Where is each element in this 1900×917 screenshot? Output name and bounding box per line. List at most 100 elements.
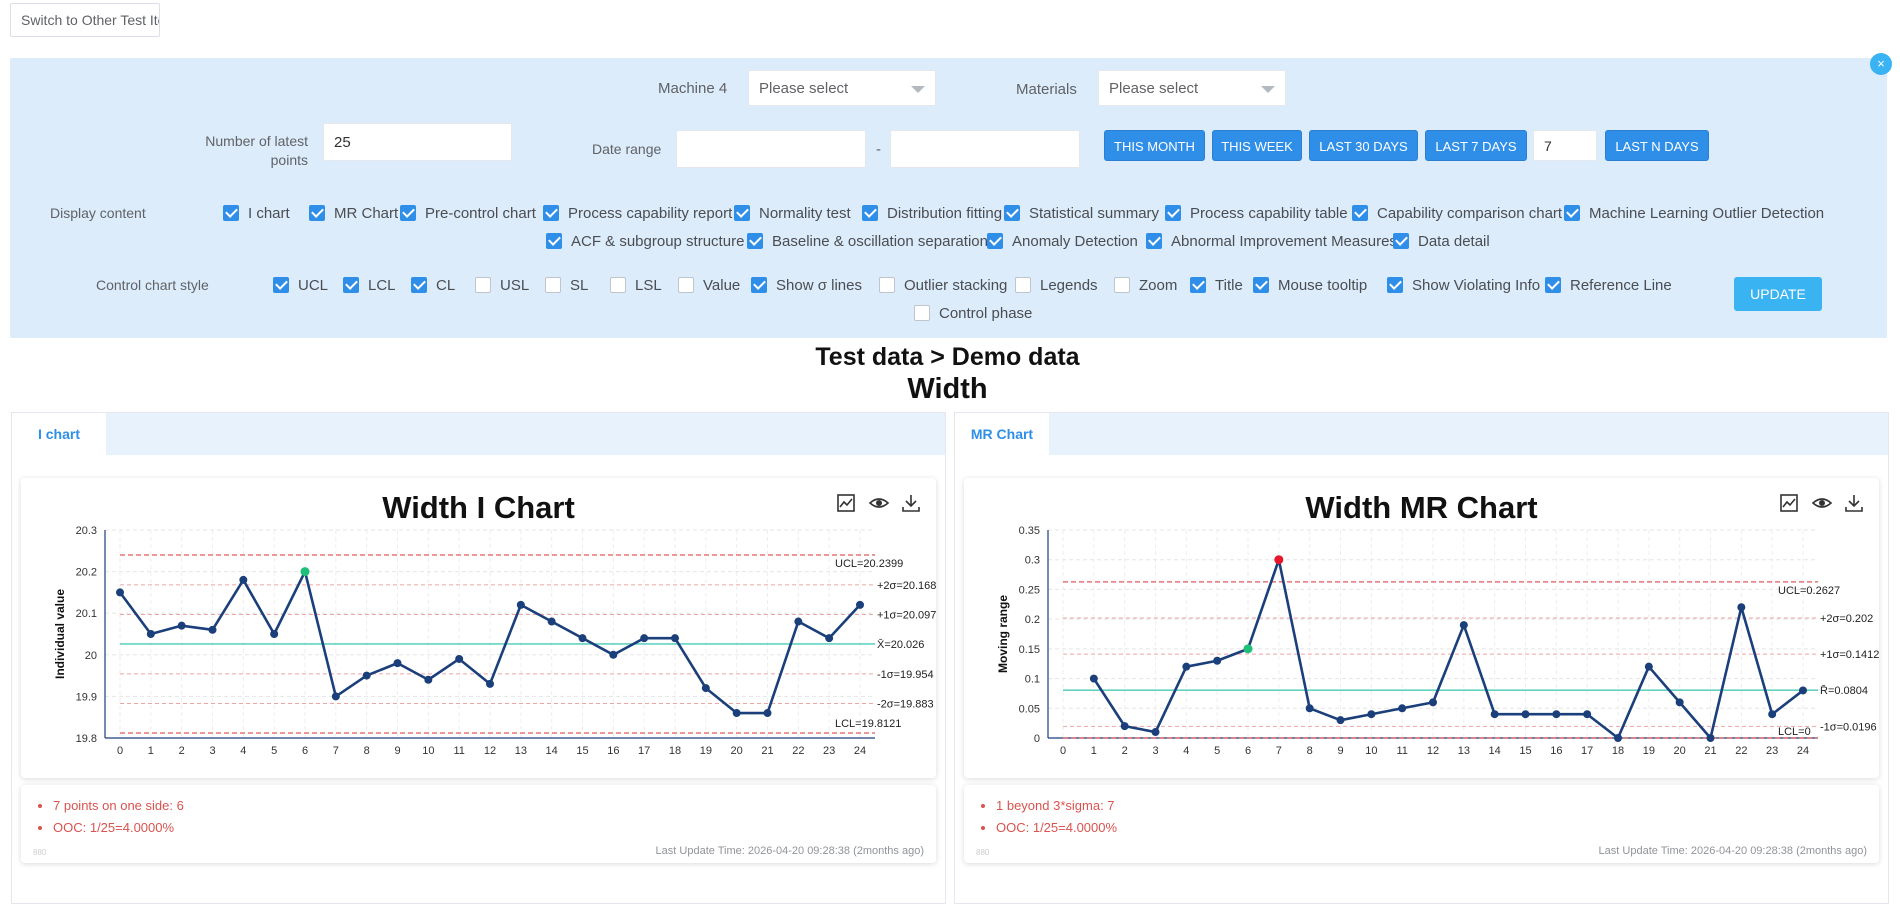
checkbox-unchecked-icon[interactable] <box>914 305 930 321</box>
switch-test-item-button[interactable]: Switch to Other Test Items <box>10 3 160 37</box>
checkbox-style-0[interactable]: UCL <box>273 277 328 297</box>
machine-select[interactable]: Please select <box>748 70 936 106</box>
eye-icon[interactable] <box>1811 492 1833 514</box>
checkbox-unchecked-icon[interactable] <box>678 277 694 293</box>
checkbox-style-11[interactable]: Title <box>1190 277 1243 297</box>
checkbox-checked-icon[interactable] <box>1545 277 1561 293</box>
checkbox-checked-icon[interactable] <box>734 205 750 221</box>
checkbox-label: Title <box>1215 277 1243 294</box>
checkbox-display-11[interactable]: Baseline & oscillation separation <box>747 233 988 253</box>
checkbox-style-2[interactable]: CL <box>411 277 455 297</box>
checkbox-checked-icon[interactable] <box>223 205 239 221</box>
checkbox-checked-icon[interactable] <box>1564 205 1580 221</box>
materials-select[interactable]: Please select <box>1098 70 1286 106</box>
checkbox-checked-icon[interactable] <box>1165 205 1181 221</box>
checkbox-checked-icon[interactable] <box>862 205 878 221</box>
checkbox-unchecked-icon[interactable] <box>1015 277 1031 293</box>
update-button[interactable]: UPDATE <box>1734 277 1822 311</box>
checkbox-style-1[interactable]: LCL <box>343 277 396 297</box>
checkbox-style-5[interactable]: LSL <box>610 277 662 297</box>
tab-mr-chart[interactable]: MR Chart <box>955 413 1049 455</box>
checkbox-checked-icon[interactable] <box>343 277 359 293</box>
checkbox-checked-icon[interactable] <box>411 277 427 293</box>
checkbox-display-3[interactable]: Process capability report <box>543 205 732 225</box>
this-month-button[interactable]: THIS MONTH <box>1104 130 1205 161</box>
checkbox-display-14[interactable]: Data detail <box>1393 233 1490 253</box>
checkbox-unchecked-icon[interactable] <box>610 277 626 293</box>
checkbox-label: Normality test <box>759 205 851 222</box>
series-line <box>1092 558 1804 740</box>
checkbox-display-1[interactable]: MR Chart <box>309 205 398 225</box>
data-point <box>1490 710 1499 719</box>
checkbox-checked-icon[interactable] <box>1004 205 1020 221</box>
x-tick-label: 22 <box>1735 745 1747 757</box>
checkbox-display-9[interactable]: Machine Learning Outlier Detection <box>1564 205 1824 225</box>
close-filter-button[interactable]: × <box>1870 53 1892 75</box>
checkbox-style-13[interactable]: Show Violating Info <box>1387 277 1540 297</box>
checkbox-checked-icon[interactable] <box>751 277 767 293</box>
ref-line-label: UCL=0.2627 <box>1778 585 1840 597</box>
checkbox-checked-icon[interactable] <box>309 205 325 221</box>
checkbox-checked-icon[interactable] <box>1146 233 1162 249</box>
checkbox-display-0[interactable]: I chart <box>223 205 290 225</box>
checkbox-display-4[interactable]: Normality test <box>734 205 851 225</box>
checkbox-style-7[interactable]: Show σ lines <box>751 277 862 297</box>
checkbox-label: Reference Line <box>1570 277 1672 294</box>
last-n-days-button[interactable]: LAST N DAYS <box>1605 130 1709 161</box>
checkbox-checked-icon[interactable] <box>1190 277 1206 293</box>
eye-icon[interactable] <box>868 492 890 514</box>
checkbox-display-10[interactable]: ACF & subgroup structure <box>546 233 744 253</box>
checkbox-display-5[interactable]: Distribution fitting <box>862 205 1002 225</box>
checkbox-style-3[interactable]: USL <box>475 277 529 297</box>
checkbox-checked-icon[interactable] <box>543 205 559 221</box>
checkbox-checked-icon[interactable] <box>1253 277 1269 293</box>
checkbox-style-4[interactable]: SL <box>545 277 588 297</box>
checkbox-checked-icon[interactable] <box>1387 277 1403 293</box>
this-week-button[interactable]: THIS WEEK <box>1212 130 1302 161</box>
checkbox-style-14[interactable]: Reference Line <box>1545 277 1672 297</box>
checkbox-checked-icon[interactable] <box>1352 205 1368 221</box>
x-tick-label: 17 <box>1581 745 1593 757</box>
checkbox-style-12[interactable]: Mouse tooltip <box>1253 277 1367 297</box>
date-end-input[interactable] <box>890 130 1080 168</box>
checkbox-label: I chart <box>248 205 290 222</box>
y-tick-label: 19.8 <box>76 733 97 745</box>
last-7-days-button[interactable]: LAST 7 DAYS <box>1425 130 1527 161</box>
checkbox-display-8[interactable]: Capability comparison chart <box>1352 205 1562 225</box>
checkbox-style-6[interactable]: Value <box>678 277 740 297</box>
checkbox-style-10[interactable]: Zoom <box>1114 277 1177 297</box>
download-icon[interactable] <box>1843 492 1865 514</box>
checkbox-display-13[interactable]: Abnormal Improvement Measures <box>1146 233 1397 253</box>
date-start-input[interactable] <box>676 130 866 168</box>
checkbox-style-8[interactable]: Outlier stacking <box>879 277 1007 297</box>
checkbox-unchecked-icon[interactable] <box>475 277 491 293</box>
download-icon[interactable] <box>900 492 922 514</box>
last-n-input[interactable]: 7 <box>1533 130 1597 161</box>
x-tick-label: 1 <box>1091 745 1097 757</box>
checkbox-unchecked-icon[interactable] <box>545 277 561 293</box>
last-30-days-button[interactable]: LAST 30 DAYS <box>1309 130 1418 161</box>
checkbox-style-15[interactable]: Control phase <box>914 305 1032 325</box>
latest-points-input[interactable]: 25 <box>323 123 512 161</box>
tab-i-chart[interactable]: I chart <box>12 413 106 455</box>
checkbox-checked-icon[interactable] <box>400 205 416 221</box>
checkbox-checked-icon[interactable] <box>747 233 763 249</box>
checkbox-unchecked-icon[interactable] <box>1114 277 1130 293</box>
checkbox-checked-icon[interactable] <box>546 233 562 249</box>
y-tick-label: 20.2 <box>76 567 97 579</box>
checkbox-display-7[interactable]: Process capability table <box>1165 205 1348 225</box>
last-update-time: Last Update Time: 2026-04-20 09:28:38 (2… <box>655 845 924 857</box>
chart-type-icon[interactable] <box>835 492 857 514</box>
checkbox-display-2[interactable]: Pre-control chart <box>400 205 536 225</box>
checkbox-checked-icon[interactable] <box>273 277 289 293</box>
checkbox-display-12[interactable]: Anomaly Detection <box>987 233 1138 253</box>
breadcrumb-heading: Test data > Demo data <box>815 343 1080 371</box>
checkbox-display-6[interactable]: Statistical summary <box>1004 205 1159 225</box>
checkbox-checked-icon[interactable] <box>1393 233 1409 249</box>
checkbox-unchecked-icon[interactable] <box>879 277 895 293</box>
checkbox-style-9[interactable]: Legends <box>1015 277 1098 297</box>
last-update-time: Last Update Time: 2026-04-20 09:28:38 (2… <box>1598 845 1867 857</box>
checkbox-checked-icon[interactable] <box>987 233 1003 249</box>
chart-type-icon[interactable] <box>1778 492 1800 514</box>
y-tick-label: 0.15 <box>1019 644 1040 656</box>
